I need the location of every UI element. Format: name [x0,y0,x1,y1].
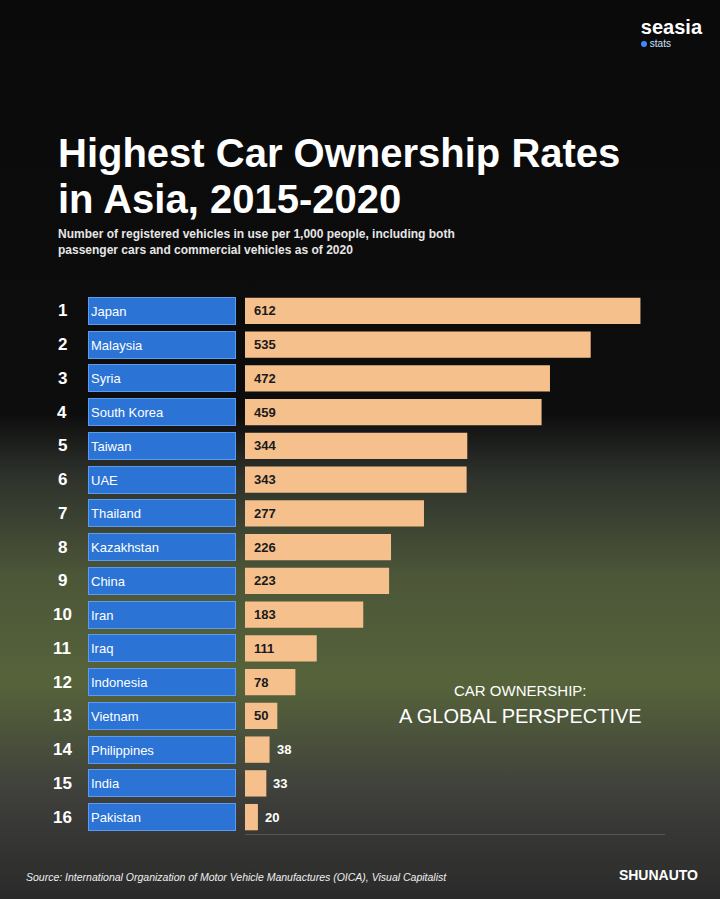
html-text:seasia: seasia [640,16,702,38]
svg-text:10: 10 [53,605,72,624]
svg-text:50: 50 [254,708,268,723]
svg-text:Indonesia: Indonesia [91,675,148,690]
svg-text:Syria: Syria [91,371,121,386]
svg-text:344: 344 [254,438,276,453]
svg-text:183: 183 [254,607,276,622]
svg-text:38: 38 [277,742,291,757]
svg-text:6: 6 [58,470,67,489]
svg-text:472: 472 [254,371,276,386]
svg-text:111: 111 [254,641,274,656]
svg-text:5: 5 [58,436,67,455]
svg-text:India: India [91,776,120,791]
svg-text:1: 1 [58,301,67,320]
svg-text:15: 15 [53,774,72,793]
svg-text:277: 277 [254,506,276,521]
svg-text:4: 4 [57,403,67,422]
svg-text:Kazakhstan: Kazakhstan [91,540,159,555]
html-text:Number of registered vehicles: Number of registered vehicles in use per… [58,227,455,257]
svg-text:3: 3 [58,369,67,388]
svg-text:Malaysia: Malaysia [91,338,143,353]
svg-text:2: 2 [58,335,67,354]
svg-text:343: 343 [254,472,276,487]
svg-text:16: 16 [53,808,72,827]
svg-text:Vietnam: Vietnam [91,709,138,724]
svg-text:China: China [91,574,126,589]
svg-text:612: 612 [254,303,276,318]
svg-text:South Korea: South Korea [91,405,164,420]
html-text:stats: stats [649,38,671,49]
svg-text:226: 226 [254,540,276,555]
html-text:SHUNAUTO: SHUNAUTO [618,867,698,883]
svg-text:20: 20 [265,810,279,825]
svg-text:12: 12 [53,673,72,692]
svg-text:Iran: Iran [91,608,113,623]
svg-text:11: 11 [53,639,71,658]
svg-text:CAR OWNERSHIP:: CAR OWNERSHIP: [454,682,587,699]
svg-text:Taiwan: Taiwan [91,439,131,454]
svg-text:223: 223 [254,573,276,588]
svg-text:7: 7 [58,504,67,523]
svg-text:8: 8 [58,538,67,557]
svg-text:14: 14 [53,740,72,759]
svg-text:UAE: UAE [91,473,118,488]
svg-text:A GLOBAL PERSPECTIVE: A GLOBAL PERSPECTIVE [399,705,642,727]
svg-text:78: 78 [254,675,268,690]
svg-text:Thailand: Thailand [91,506,141,521]
svg-text:Philippines: Philippines [91,743,154,758]
svg-text:33: 33 [273,776,287,791]
svg-text:9: 9 [58,571,67,590]
html-text:Source: International Organiza: Source: International Organization of Mo… [26,871,447,883]
svg-text:Pakistan: Pakistan [91,810,141,825]
svg-text:Japan: Japan [91,304,126,319]
svg-text:13: 13 [53,706,72,725]
svg-text:459: 459 [254,405,276,420]
html-text:Highest Car Ownership Rates in: Highest Car Ownership Rates in Asia, 201… [58,131,621,221]
svg-text:Iraq: Iraq [91,641,113,656]
svg-text:535: 535 [254,337,276,352]
